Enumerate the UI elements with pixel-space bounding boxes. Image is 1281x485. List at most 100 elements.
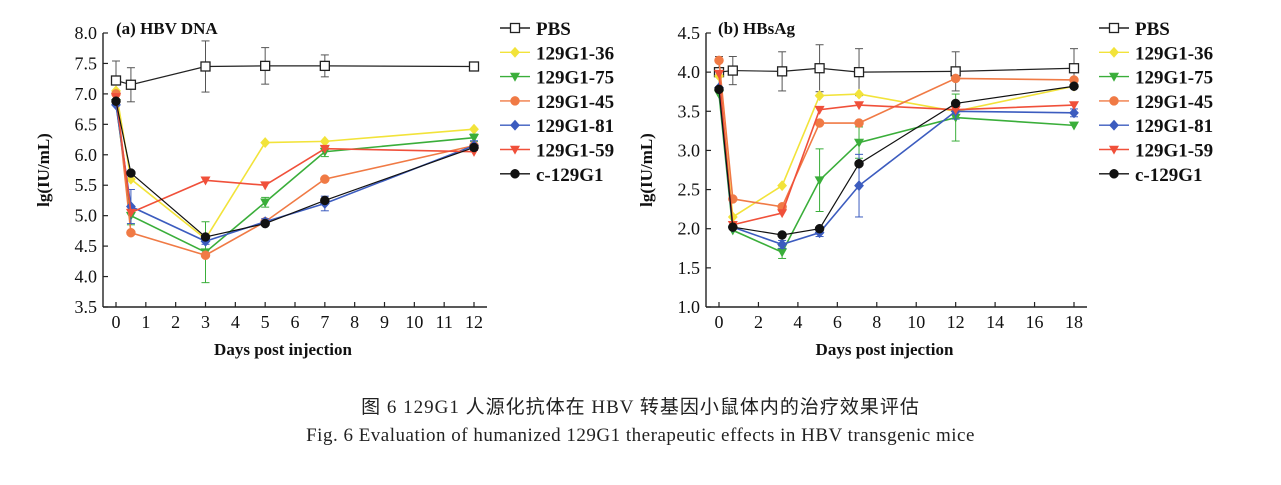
y-tick-label: 5.0 [75, 206, 98, 226]
data-point-129g1-75 [854, 138, 865, 148]
data-point-129g1-36 [854, 88, 864, 100]
series-line-c-129g1 [115, 101, 475, 238]
x-tick-label: 8 [872, 312, 881, 332]
data-point-129g1-59 [200, 176, 211, 186]
legend-label-129g1-75: 129G1-75 [536, 68, 614, 89]
y-tick-label: 4.5 [678, 23, 701, 43]
legend: PBS 129G1-36 129G1-75 129G1-45 129G1-81 129G1… [1099, 19, 1213, 186]
y-tick-label: 2.0 [678, 219, 701, 239]
data-point-pbs [110, 75, 122, 86]
y-tick-label: 6.0 [75, 145, 98, 165]
legend-marker-129g1-59 [1108, 145, 1120, 155]
data-point-pbs [200, 61, 211, 72]
series-pbs [110, 40, 480, 103]
y-tick-label: 4.0 [678, 62, 701, 82]
data-point-c-129g1 [950, 98, 961, 109]
x-tick-label: 4 [231, 312, 240, 332]
legend-marker-c-129g1 [1109, 169, 1119, 179]
series-line-129g1-75 [718, 93, 1075, 254]
x-axis-label: Days post injection [816, 340, 954, 359]
data-point-129g1-36 [469, 123, 479, 135]
series-line-129g1-81 [718, 87, 1075, 246]
panel-title: (b) HBsAg [718, 19, 795, 38]
legend-marker-129g1-75 [509, 72, 521, 82]
data-point-pbs [853, 66, 865, 78]
x-tick-label: 14 [986, 312, 1004, 332]
panel-b: 1.0 1.5 2.0 2.5 3.0 3.5 4.0 4.5 0 2 4 6 8 10 12 14 16 18 D… [637, 19, 1213, 359]
series-129g1-45 [111, 89, 479, 260]
legend-label-129g1-81: 129G1-81 [1135, 116, 1213, 137]
x-tick-label: 8 [350, 312, 359, 332]
data-point-c-129g1 [728, 222, 738, 232]
data-point-c-129g1 [814, 223, 825, 234]
y-tick-label: 4.5 [75, 236, 98, 256]
x-tick-label: 6 [833, 312, 842, 332]
data-point-129g1-59 [260, 181, 271, 191]
series-line-pbs [718, 67, 1075, 73]
data-point-c-129g1 [320, 195, 330, 206]
y-tick-label: 3.5 [75, 297, 98, 317]
legend-marker-pbs [509, 22, 521, 34]
series-line-129g1-81 [115, 104, 475, 243]
y-tick-label: 2.5 [678, 180, 701, 200]
data-point-pbs [125, 79, 137, 90]
legend-marker-129g1-36 [1109, 46, 1119, 58]
y-tick-label: 1.0 [678, 297, 701, 317]
x-tick-label: 18 [1065, 312, 1083, 332]
series-line-129g1-59 [115, 96, 475, 214]
caption-english: Fig. 6 Evaluation of humanized 129G1 the… [306, 425, 975, 446]
legend-label-129g1-59: 129G1-59 [536, 141, 614, 162]
data-point-129g1-36 [260, 137, 271, 149]
y-tick-label: 8.0 [75, 23, 98, 43]
x-tick-label: 10 [907, 312, 925, 332]
y-axis-label: lg(IU/mL) [637, 133, 656, 207]
legend-label-pbs: PBS [1135, 19, 1170, 40]
data-point-pbs [727, 65, 738, 76]
x-tick-label: 0 [715, 312, 724, 332]
data-point-pbs [260, 60, 271, 72]
legend-label-pbs: PBS [536, 19, 571, 40]
legend-marker-129g1-45 [1109, 96, 1119, 106]
legend-marker-129g1-75 [1108, 72, 1120, 82]
legend-label-129g1-81: 129G1-81 [536, 116, 614, 137]
data-point-129g1-45 [950, 73, 961, 84]
data-point-129g1-45 [126, 227, 136, 238]
y-tick-label: 6.5 [75, 114, 98, 134]
data-point-129g1-36 [777, 180, 788, 192]
x-tick-label: 2 [754, 312, 763, 332]
x-tick-label: 0 [112, 312, 121, 332]
x-tick-label: 2 [171, 312, 180, 332]
data-point-c-129g1 [854, 158, 864, 169]
series-c-129g1 [714, 81, 1079, 240]
legend-label-129g1-45: 129G1-45 [536, 92, 614, 113]
legend-label-129g1-59: 129G1-59 [1135, 141, 1213, 162]
data-point-129g1-75 [1068, 121, 1080, 131]
series-129g1-59 [110, 93, 480, 218]
data-point-129g1-45 [854, 118, 864, 128]
legend-label-129g1-36: 129G1-36 [1135, 43, 1213, 64]
data-point-129g1-81 [1069, 107, 1079, 119]
data-point-129g1-59 [814, 105, 825, 115]
data-point-pbs [814, 63, 825, 74]
data-point-129g1-75 [260, 198, 271, 208]
data-point-129g1-45 [714, 55, 724, 66]
x-tick-label: 11 [435, 312, 452, 332]
data-point-129g1-59 [319, 144, 330, 154]
data-point-pbs [468, 61, 480, 72]
data-point-c-129g1 [1069, 81, 1079, 91]
legend-marker-129g1-36 [510, 46, 520, 58]
legend-marker-c-129g1 [510, 169, 520, 179]
data-point-129g1-75 [777, 248, 788, 258]
y-axis-label: lg(IU/mL) [34, 133, 53, 207]
data-point-129g1-36 [319, 135, 330, 147]
x-tick-label: 9 [380, 312, 389, 332]
series-129g1-45 [714, 55, 1079, 212]
series-c-129g1 [111, 96, 479, 242]
panel-title: (a) HBV DNA [116, 19, 218, 38]
x-tick-label: 16 [1026, 312, 1044, 332]
series-line-c-129g1 [718, 85, 1075, 236]
y-tick-label: 3.5 [678, 101, 701, 121]
data-point-129g1-36 [814, 90, 825, 102]
x-tick-label: 10 [405, 312, 423, 332]
data-point-c-129g1 [714, 84, 724, 95]
